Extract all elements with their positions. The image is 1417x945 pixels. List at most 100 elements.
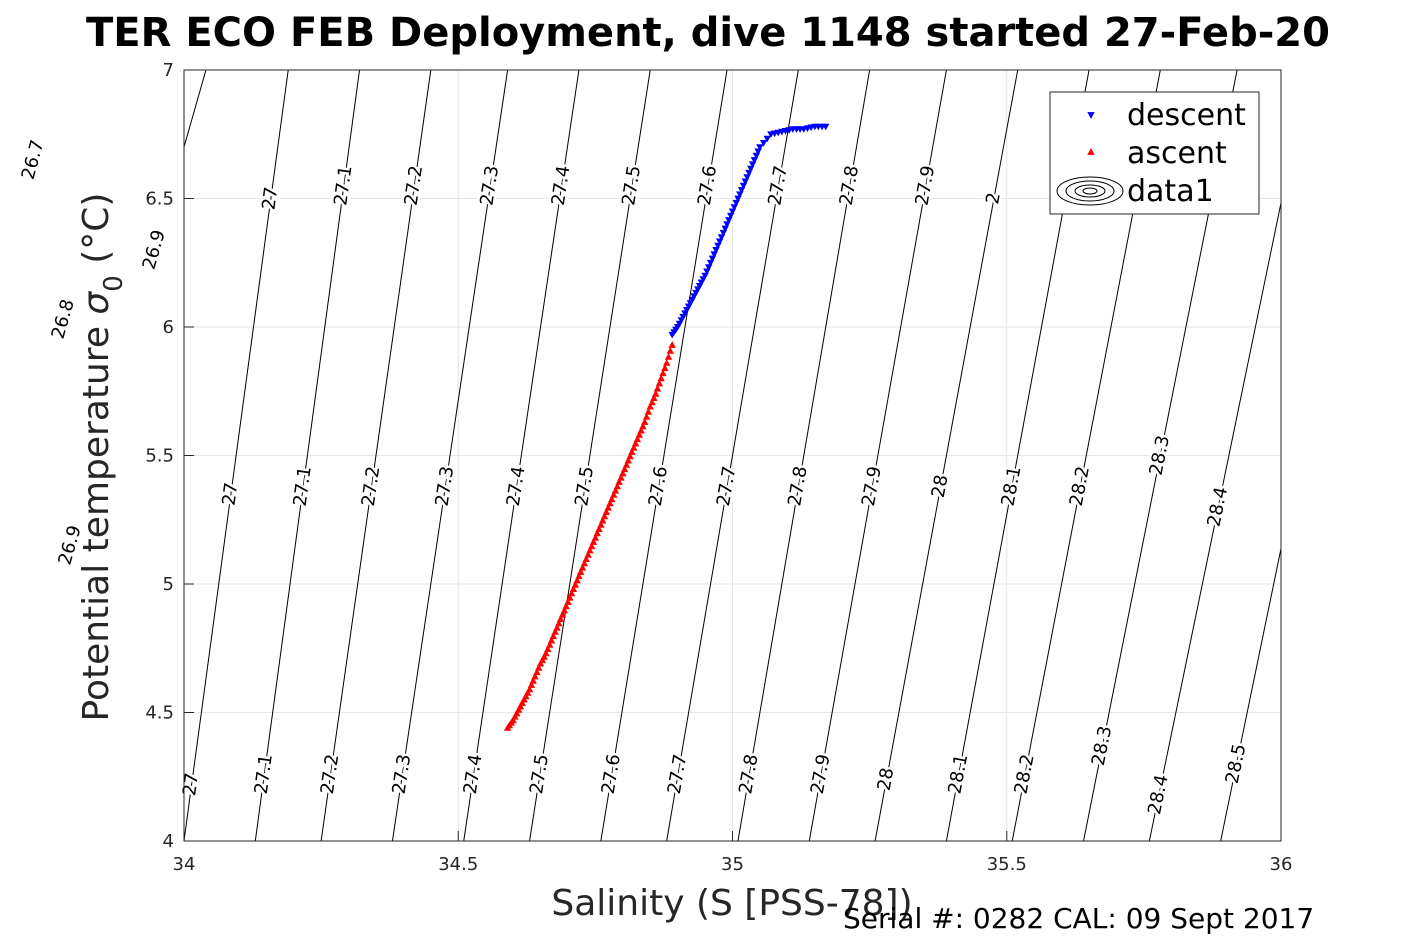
contour-line — [600, 70, 728, 841]
ascent-point — [608, 495, 616, 503]
ascent-point — [558, 610, 567, 618]
ascent-point — [527, 681, 536, 688]
ascent-point — [518, 699, 526, 706]
ascent-point — [602, 508, 611, 515]
ascent-point — [516, 702, 525, 710]
ascent-point — [631, 439, 640, 447]
legend: descent ascent data1 — [1049, 91, 1260, 215]
contour-line — [529, 70, 651, 841]
ascent-point — [593, 529, 601, 537]
ascent-point — [529, 676, 537, 684]
x-axis-label: Salinity (S [PSS-78]) — [551, 883, 912, 924]
legend-marker-data1-contour — [1082, 187, 1098, 195]
y-tick-label: 4 — [163, 831, 174, 852]
ascent-point — [646, 402, 654, 410]
ascent-point — [615, 478, 623, 485]
series-ascent — [503, 341, 676, 731]
contour-label: 27 — [258, 186, 282, 212]
ascent-point — [617, 473, 625, 481]
contour-label: 27.3 — [476, 164, 503, 207]
contour-label: 27 — [218, 481, 242, 507]
ascent-point — [513, 709, 521, 717]
ascent-point — [566, 593, 574, 601]
contour-line — [1148, 200, 1281, 841]
ascent-point — [562, 602, 570, 610]
legend-marker-data1-contour — [1065, 180, 1115, 202]
ascent-point — [514, 706, 523, 713]
legend-box — [1049, 91, 1260, 215]
ascent-point — [520, 695, 528, 703]
contour-line — [1220, 546, 1281, 841]
y-tick-label: 7 — [163, 60, 174, 81]
ascent-point — [626, 452, 634, 460]
x-tick-label: 34.5 — [438, 854, 478, 875]
ascent-point — [642, 413, 651, 420]
ascent-point — [582, 555, 590, 563]
x-tick-label: 35.5 — [987, 854, 1027, 875]
ascent-point — [525, 685, 534, 693]
ascent-point — [597, 521, 605, 528]
ascent-point — [555, 619, 563, 627]
legend-marker-descent — [1087, 112, 1095, 119]
contour-line — [666, 70, 799, 841]
data-series — [503, 123, 830, 731]
ascent-point — [571, 581, 580, 588]
ascent-point — [620, 465, 629, 473]
ascent-point — [657, 374, 665, 382]
ascent-point — [522, 692, 530, 700]
ascent-point — [553, 623, 561, 631]
ascent-point — [648, 398, 656, 406]
ascent-point — [560, 606, 569, 614]
ascent-point — [556, 615, 565, 623]
y-axis-label-main: Potential temperature — [76, 315, 117, 722]
ascent-point — [544, 645, 552, 653]
contour-line — [463, 70, 580, 841]
contour-line — [254, 70, 361, 841]
serial-cal-footer: Serial #: 0282 CAL: 09 Sept 2017 — [843, 902, 1314, 935]
legend-marker-data1-contour — [1074, 184, 1106, 198]
x-tick-label: 34 — [173, 854, 196, 875]
ascent-point — [589, 538, 598, 545]
y-tick-label: 5.5 — [145, 446, 174, 467]
ascent-point — [586, 546, 594, 554]
y-axis-label-sigma: σ — [76, 291, 117, 315]
ascent-point — [569, 585, 578, 593]
ascent-point — [651, 389, 660, 397]
ascent-point — [661, 364, 669, 372]
axis-ticks: 34 34.5 35 35.5 36 4 4.5 5 5.5 6 6.5 7 — [145, 60, 1292, 875]
descent-point — [759, 140, 768, 147]
ascent-point — [653, 384, 662, 392]
ascent-point — [635, 431, 644, 438]
ascent-point — [628, 448, 636, 455]
contour-label: 28.5 — [1222, 742, 1251, 786]
ascent-point — [639, 422, 647, 430]
ascent-point — [578, 563, 587, 571]
contour-label: 28 — [928, 473, 953, 499]
contour-line — [737, 70, 871, 841]
ascent-point — [659, 369, 667, 377]
ascent-point — [662, 359, 671, 366]
legend-symbols — [1056, 112, 1124, 206]
ascent-point — [523, 688, 532, 696]
contour-label: 27 — [179, 772, 203, 798]
ascent-point — [604, 503, 612, 511]
x-tick-label: 35 — [721, 854, 744, 875]
ascent-point — [668, 341, 676, 348]
ascent-point — [644, 407, 653, 415]
ascent-point — [533, 668, 541, 676]
ascent-point — [650, 394, 658, 402]
ascent-point — [609, 491, 618, 498]
ascent-point — [575, 572, 583, 580]
ascent-point — [531, 672, 539, 680]
ascent-point — [538, 656, 547, 664]
ascent-point — [619, 469, 627, 477]
descent-point — [763, 135, 771, 143]
ascent-point — [630, 443, 638, 451]
y-tick-label: 4.5 — [145, 703, 174, 724]
ascent-point — [573, 576, 581, 584]
y-axis-label-unit: (°C) — [76, 193, 117, 276]
ascent-point — [584, 551, 592, 558]
ascent-point — [536, 659, 545, 667]
descent-point — [821, 123, 830, 131]
